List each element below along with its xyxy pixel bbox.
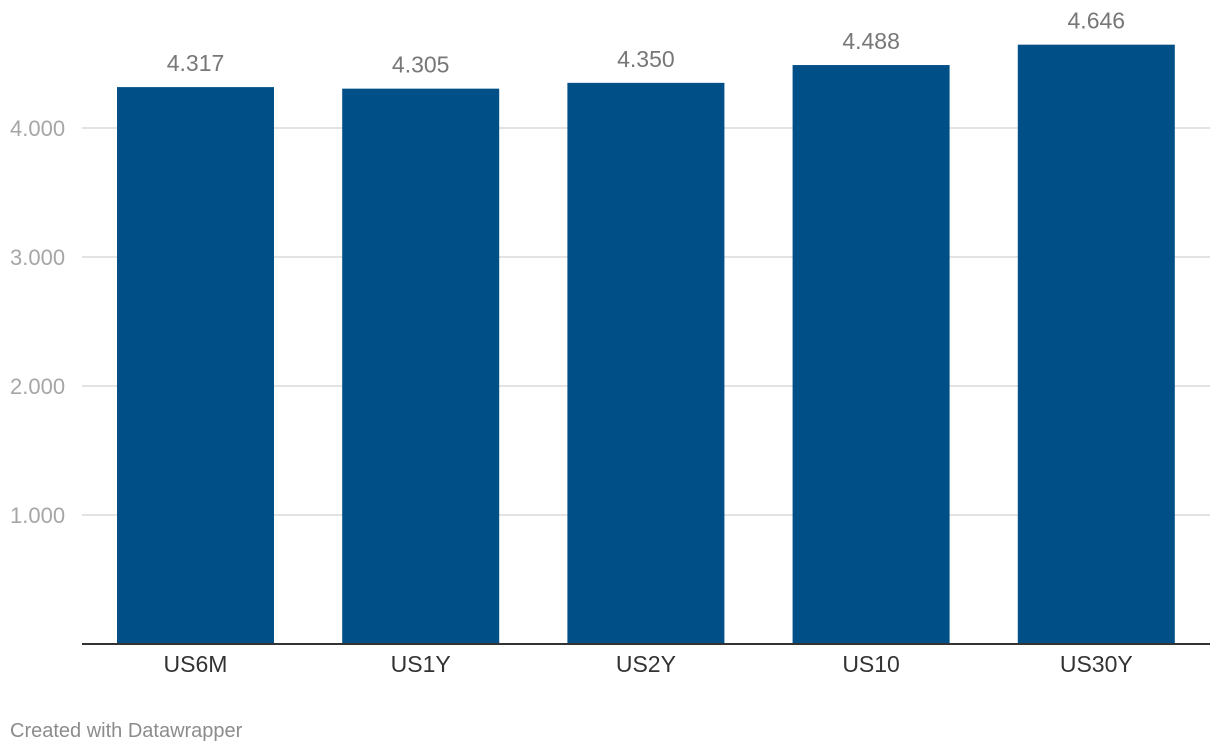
x-tick-label: US30Y: [1060, 651, 1133, 677]
datawrapper-credit: Created with Datawrapper: [10, 720, 243, 742]
bar: [567, 82, 725, 645]
y-tick-label: 2.000: [10, 374, 65, 399]
x-tick-label: US1Y: [391, 651, 451, 677]
bar-value-label: 4.646: [1068, 8, 1126, 34]
bar-value-label: 4.317: [167, 50, 225, 76]
bar-value-label: 4.305: [392, 52, 450, 78]
y-axis-ticks: 1.000 2.000 3.000 4.000: [10, 116, 65, 528]
x-tick-label: US6M: [164, 651, 228, 677]
y-tick-label: 3.000: [10, 245, 65, 270]
bar: [792, 65, 950, 645]
bar: [117, 87, 274, 645]
bar-chart: 1.000 2.000 3.000 4.000 4.317 4.305 4.350 4.48…: [10, 8, 1210, 677]
x-tick-label: US2Y: [616, 651, 676, 677]
x-tick-label: US10: [842, 651, 900, 677]
bar: [342, 88, 500, 644]
y-tick-label: 4.000: [10, 116, 65, 141]
bar-value-label: 4.350: [617, 46, 675, 72]
x-axis-ticks: US6M US1Y US2Y US10 US30Y: [164, 651, 1133, 677]
y-tick-label: 1.000: [10, 503, 65, 528]
bar-value-label: 4.488: [842, 28, 900, 54]
value-labels: 4.317 4.305 4.350 4.488 4.646: [167, 8, 1125, 78]
bars: [117, 44, 1175, 645]
bar: [1017, 44, 1175, 644]
